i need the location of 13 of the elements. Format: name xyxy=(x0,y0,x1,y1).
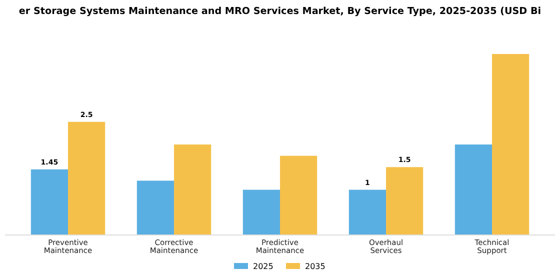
legend-label: 2035 xyxy=(305,262,326,271)
bar xyxy=(280,156,318,235)
chart-title: er Storage Systems Maintenance and MRO Services Market, By Service Type, 2025-2035 (USD Bi xyxy=(18,6,542,17)
bar xyxy=(386,167,424,235)
bar xyxy=(492,54,530,235)
bar xyxy=(68,122,106,235)
bar xyxy=(348,190,386,235)
bar xyxy=(454,144,492,235)
bar xyxy=(174,144,212,235)
bar xyxy=(30,169,68,235)
bar xyxy=(136,180,174,235)
bar xyxy=(242,190,280,235)
legend-label: 2025 xyxy=(253,262,274,271)
